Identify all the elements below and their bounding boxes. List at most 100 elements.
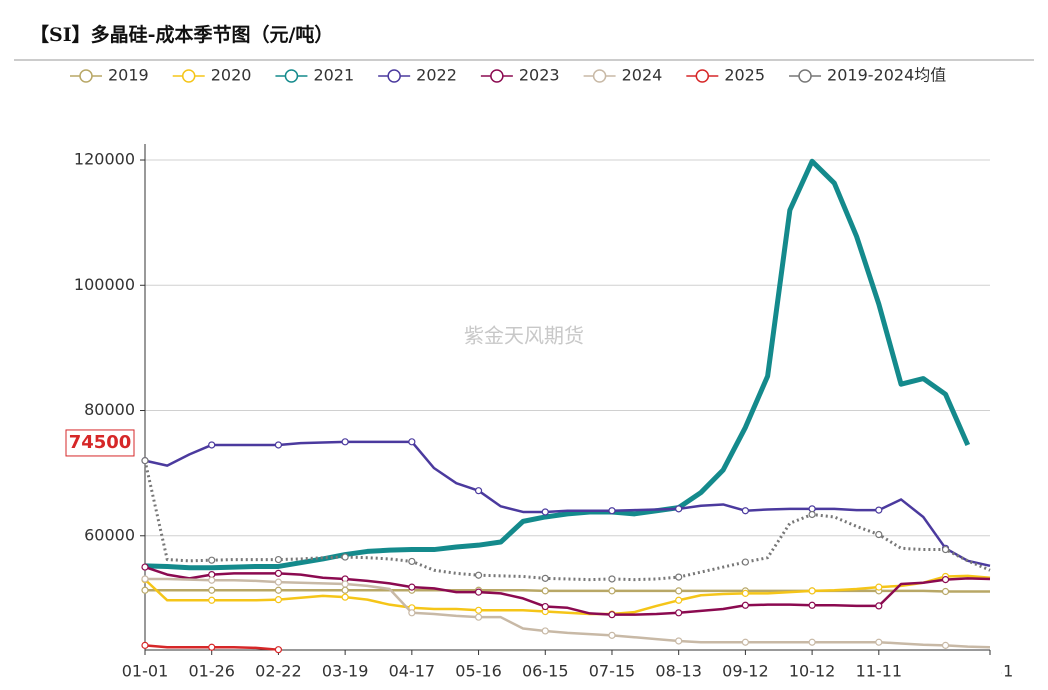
y-tick-label: 60000: [84, 525, 135, 544]
point-marker: [875, 638, 883, 646]
x-tick-label: 01-26: [188, 662, 235, 681]
highlight-tick-bg: [933, 660, 1002, 686]
legend-swatch-marker: [181, 69, 196, 83]
x-tick-label: 08-13: [655, 662, 702, 681]
point-marker: [741, 589, 749, 597]
legend-label: 2020: [211, 66, 252, 85]
legend-swatch-marker: [798, 69, 812, 83]
point-marker: [608, 587, 616, 595]
point-marker: [675, 609, 683, 617]
current-value-label: 74500: [69, 432, 132, 453]
point-marker: [408, 557, 416, 566]
point-marker: [474, 487, 483, 495]
x-tick-label: 02-22: [255, 662, 302, 681]
point-marker: [608, 575, 616, 583]
point-marker: [141, 563, 149, 571]
point-marker: [274, 586, 283, 594]
series-line: [144, 158, 971, 571]
point-marker: [741, 558, 749, 566]
point-marker: [541, 508, 549, 516]
point-marker: [274, 596, 283, 604]
point-marker: [875, 506, 883, 514]
x-tick-label: 09-12: [722, 662, 769, 681]
point-marker: [608, 507, 616, 515]
point-marker: [274, 441, 283, 449]
legend-swatch-marker: [284, 69, 299, 83]
y-tick-label: 100000: [74, 275, 135, 294]
legend-label: 2021: [313, 66, 354, 85]
point-marker: [741, 638, 749, 646]
chart-title: 【SI】多晶硅-成本季节图（元/吨）: [30, 23, 333, 46]
x-tick-label: 06-15: [522, 662, 569, 681]
x-tick-label: 01-01: [122, 662, 169, 681]
point-marker: [208, 576, 216, 584]
point-marker: [341, 438, 349, 446]
point-marker: [208, 586, 216, 594]
point-marker: [675, 596, 683, 604]
legend-label: 2019-2024均值: [827, 66, 946, 85]
point-marker: [875, 530, 883, 539]
point-marker: [141, 575, 149, 583]
series-line: [143, 460, 991, 582]
point-marker: [408, 438, 416, 446]
point-marker: [274, 569, 283, 577]
legend-label: 2022: [416, 66, 457, 85]
point-marker: [474, 613, 483, 621]
point-marker: [675, 505, 683, 513]
point-marker: [474, 606, 483, 614]
x-tick-label: 11-11: [856, 662, 903, 681]
point-marker: [408, 583, 416, 591]
x-tick-label: 05-16: [455, 662, 502, 681]
point-marker: [274, 646, 283, 654]
point-marker: [274, 555, 283, 564]
point-marker: [341, 586, 349, 594]
point-marker: [941, 576, 950, 584]
series-line: [144, 440, 991, 568]
series-line: [145, 577, 991, 649]
legend-swatch-marker: [79, 69, 93, 83]
x-tick-label: 07-15: [589, 662, 636, 681]
legend-swatch-marker: [387, 69, 401, 83]
x-tick-label: 04-17: [389, 662, 436, 681]
point-marker: [474, 571, 483, 579]
point-marker: [941, 641, 950, 649]
watermark: 紫金天风期货: [464, 324, 584, 348]
legend-label: 2023: [519, 66, 560, 85]
point-marker: [474, 588, 483, 596]
point-marker: [675, 573, 683, 581]
point-marker: [875, 602, 883, 610]
point-marker: [541, 602, 549, 611]
legend-label: 2019: [108, 66, 149, 85]
point-marker: [541, 574, 549, 582]
point-marker: [141, 457, 149, 465]
point-marker: [808, 510, 816, 519]
point-marker: [541, 627, 549, 635]
current-value-box: [65, 429, 135, 457]
point-marker: [408, 609, 416, 617]
current-value: 74500: [65, 429, 135, 457]
x-tick-label: 10-12: [789, 662, 836, 681]
series-line: [144, 565, 991, 616]
point-marker: [208, 441, 216, 449]
point-marker: [941, 587, 950, 596]
point-marker: [141, 641, 149, 649]
point-marker: [875, 583, 883, 591]
legend-swatch-marker: [490, 69, 504, 83]
point-marker: [208, 596, 216, 604]
legend-swatch-marker: [695, 69, 710, 83]
legend-swatch-marker: [592, 69, 607, 83]
point-marker: [741, 507, 749, 515]
point-marker: [608, 631, 616, 639]
point-marker: [341, 553, 349, 561]
point-marker: [208, 643, 216, 651]
point-marker: [541, 587, 549, 595]
point-marker: [808, 601, 816, 609]
point-marker: [941, 545, 950, 554]
legend-label: 2024: [622, 66, 663, 85]
point-marker: [808, 587, 816, 595]
y-tick-label: 120000: [74, 150, 135, 169]
point-marker: [608, 611, 616, 619]
point-marker: [274, 578, 283, 586]
point-marker: [808, 638, 816, 646]
